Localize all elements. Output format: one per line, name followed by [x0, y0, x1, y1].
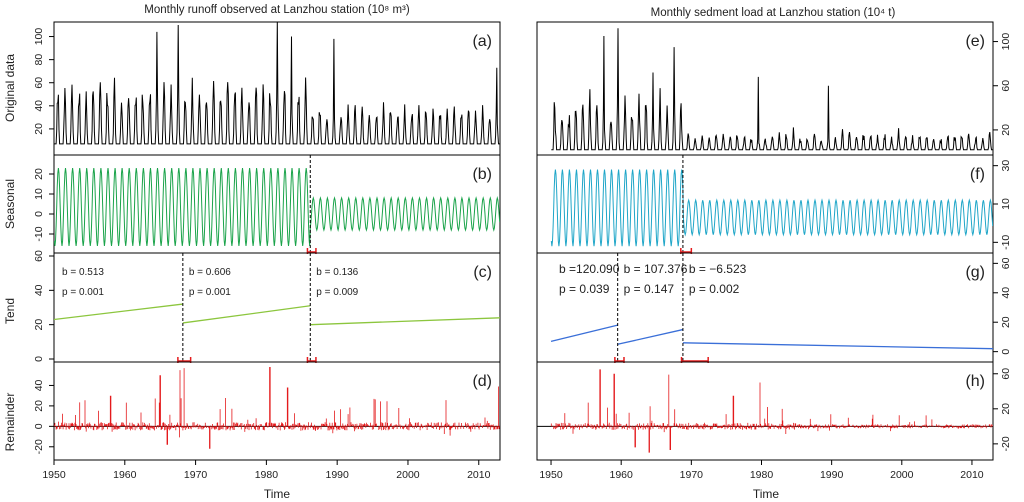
trend-b-g-2: b = −6.523: [689, 262, 747, 276]
xtick-label-runoff-0: 1950: [42, 469, 66, 481]
xtick-label-sediment-0: 1950: [539, 469, 563, 481]
trend-b-c-2: b = 0.136: [316, 267, 358, 278]
trend-segment-c-2: [310, 317, 500, 326]
panel-label-c: (c): [473, 264, 492, 281]
xtick-label-runoff-5: 2000: [396, 469, 420, 481]
ylabel-remainder: Remainder: [3, 393, 17, 452]
xtick-label-sediment-6: 2010: [960, 469, 984, 481]
panel-frame-c: [53, 252, 501, 363]
xtick-label-runoff-4: 1990: [325, 469, 349, 481]
trend-b-c-0: b = 0.513: [62, 267, 104, 278]
ytick-label-g-1: 20: [1000, 316, 1012, 328]
ytick-label-c-1: 20: [33, 319, 45, 331]
panel-e: (e) 20 60 100: [536, 21, 1012, 156]
ytick-label-e-0: 20: [1000, 124, 1012, 136]
trend-segment-g-0: [550, 324, 618, 342]
xtick-label-runoff-2: 1970: [184, 469, 208, 481]
ytick-label-b-0: -10: [33, 226, 45, 241]
series-original-a: [54, 22, 500, 145]
ylabel-original: Original data: [3, 54, 17, 122]
panel-f: (f) -10 10 30: [536, 154, 1012, 254]
series-seasonal-b: [54, 167, 500, 247]
xlabel-left: Time: [264, 487, 291, 501]
xlabel-right: Time: [753, 487, 780, 501]
trend-p-g-2: p = 0.002: [689, 282, 740, 296]
ytick-label-f-0: -10: [1000, 235, 1012, 250]
xtick-label-runoff-6: 2010: [467, 469, 491, 481]
trend-segment-c-0: [54, 303, 183, 321]
ytick-label-a-2: 60: [33, 77, 45, 89]
panel-h: (h) -20 20 60: [536, 361, 1012, 461]
panel-g: (g) 0 20 40 60 b =120.090 p = 0.039 b = 107.376…: [536, 252, 1012, 363]
ytick-label-f-1: 10: [1000, 198, 1012, 210]
trend-p-c-1: p = 0.001: [189, 287, 231, 298]
xtick-label-sediment-4: 1990: [820, 469, 844, 481]
left-title: Monthly runoff observed at Lanzhou stati…: [144, 4, 410, 16]
ytick-label-e-2: 100: [1000, 33, 1012, 51]
series-seasonal-f: [550, 169, 993, 247]
panel-label-g: (g): [965, 264, 985, 281]
series-remainder-h: [550, 369, 993, 453]
trend-b-g-1: b = 107.376: [624, 262, 688, 276]
ytick-label-c-0: 0: [33, 356, 45, 362]
ytick-label-h-1: 20: [1000, 403, 1012, 415]
ytick-label-c-3: 60: [33, 250, 45, 262]
panel-label-a: (a): [472, 33, 492, 50]
trend-segment-g-2: [682, 342, 993, 350]
xtick-label-sediment-3: 1980: [750, 469, 774, 481]
xtick-label-sediment-1: 1960: [610, 469, 634, 481]
ytick-label-h-0: -20: [1000, 436, 1012, 451]
ytick-label-a-1: 40: [33, 100, 45, 112]
trend-b-c-1: b = 0.606: [189, 267, 231, 278]
ytick-label-g-0: 0: [1000, 349, 1012, 355]
panel-a: (a) 20 40 60 80 100: [33, 21, 501, 156]
panel-label-f: (f): [970, 166, 985, 183]
ytick-label-h-2: 60: [1000, 368, 1012, 380]
sediment-chart: (e) 20 60 100 (f) -10 10 30 (g) 0 20 40 60 b =120.090…: [536, 21, 1012, 481]
ytick-label-g-3: 60: [1000, 257, 1012, 269]
panel-c: (c) 0 20 40 60 b = 0.513 p = 0.001 b = 0.606 p =…: [33, 250, 501, 363]
xtick-label-runoff-1: 1960: [113, 469, 137, 481]
ytick-label-d-0: -20: [33, 439, 45, 454]
panel-label-e: (e): [965, 33, 985, 50]
ytick-label-d-2: 20: [33, 400, 45, 412]
ytick-label-d-3: 40: [33, 379, 45, 391]
trend-p-c-2: p = 0.009: [316, 287, 358, 298]
ytick-label-b-1: 0: [33, 211, 45, 217]
ytick-label-f-2: 30: [1000, 160, 1012, 172]
ytick-label-a-0: 20: [33, 123, 45, 135]
ytick-label-a-4: 100: [33, 28, 45, 46]
panel-frame-h: [536, 361, 994, 461]
runoff-chart: (a) 20 40 60 80 100 (b) -10 0 10 20 (c) 0 20 40 60 b = 0…: [33, 21, 501, 481]
series-original-e: [551, 28, 993, 151]
xtick-label-sediment-2: 1970: [680, 469, 704, 481]
panel-label-b: (b): [472, 166, 492, 183]
trend-p-c-0: p = 0.001: [62, 287, 104, 298]
ytick-label-d-1: 0: [33, 423, 45, 429]
panel-b: (b) -10 0 10 20: [33, 154, 501, 254]
ylabel-seasonal: Seasonal: [3, 179, 17, 229]
xtick-label-sediment-5: 2000: [890, 469, 914, 481]
ylabel-trend: Tend: [3, 298, 17, 324]
right-title: Monthly sedment load at Lanzhou station …: [651, 7, 896, 19]
panel-label-d: (d): [472, 373, 492, 390]
trend-b-g-0: b =120.090: [559, 262, 620, 276]
ytick-label-b-3: 20: [33, 168, 45, 180]
trend-segment-c-1: [182, 305, 311, 324]
ytick-label-a-3: 80: [33, 54, 45, 66]
series-remainder-d: [54, 367, 500, 449]
xtick-label-runoff-3: 1980: [255, 469, 279, 481]
trend-segment-g-1: [617, 328, 684, 345]
ytick-label-g-2: 40: [1000, 287, 1012, 299]
panel-d: (d) -20 0 20 40: [33, 361, 501, 461]
ytick-label-e-1: 60: [1000, 80, 1012, 92]
trend-p-g-1: p = 0.147: [624, 282, 675, 296]
ytick-label-b-2: 10: [33, 188, 45, 200]
panel-label-h: (h): [965, 373, 985, 390]
trend-p-g-0: p = 0.039: [559, 282, 610, 296]
panel-frame-d: [53, 361, 501, 461]
panel-frame-e: [536, 21, 994, 156]
ytick-label-c-2: 40: [33, 284, 45, 296]
